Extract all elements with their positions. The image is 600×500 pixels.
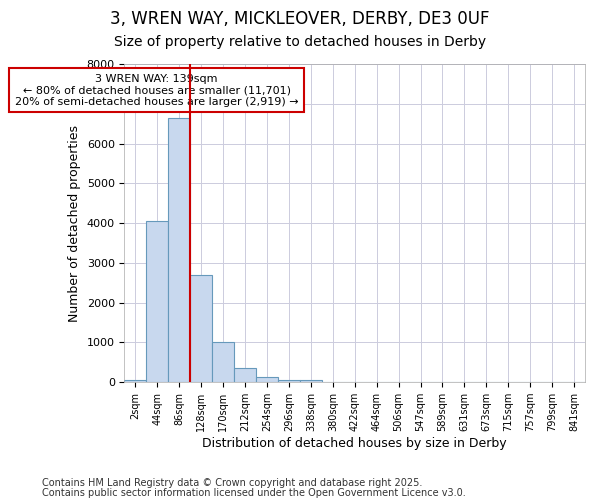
Bar bbox=[190, 275, 212, 382]
X-axis label: Distribution of detached houses by size in Derby: Distribution of detached houses by size … bbox=[202, 437, 507, 450]
Text: Contains HM Land Registry data © Crown copyright and database right 2025.: Contains HM Land Registry data © Crown c… bbox=[42, 478, 422, 488]
Bar bbox=[169, 118, 190, 382]
Bar bbox=[212, 342, 234, 382]
Text: 3, WREN WAY, MICKLEOVER, DERBY, DE3 0UF: 3, WREN WAY, MICKLEOVER, DERBY, DE3 0UF bbox=[110, 10, 490, 28]
Bar bbox=[300, 380, 322, 382]
Y-axis label: Number of detached properties: Number of detached properties bbox=[68, 124, 81, 322]
Bar bbox=[256, 377, 278, 382]
Bar bbox=[234, 368, 256, 382]
Bar bbox=[146, 221, 169, 382]
Bar bbox=[124, 380, 146, 382]
Text: Size of property relative to detached houses in Derby: Size of property relative to detached ho… bbox=[114, 35, 486, 49]
Text: 3 WREN WAY: 139sqm
← 80% of detached houses are smaller (11,701)
20% of semi-det: 3 WREN WAY: 139sqm ← 80% of detached hou… bbox=[14, 74, 298, 106]
Bar bbox=[278, 380, 300, 382]
Text: Contains public sector information licensed under the Open Government Licence v3: Contains public sector information licen… bbox=[42, 488, 466, 498]
